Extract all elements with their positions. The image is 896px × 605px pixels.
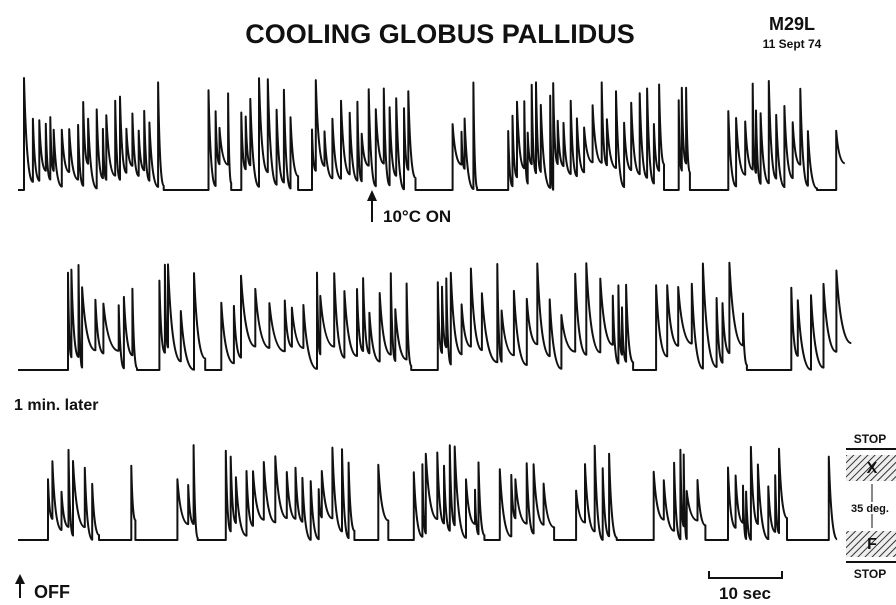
recording-trace [18,77,846,191]
annotation-on: 10°C ON [383,207,451,226]
upper-label: X [867,460,878,477]
range-label: 35 deg. [851,503,889,515]
stop-bottom: STOP [854,567,886,581]
annotation-interval: 1 min. later [14,397,98,414]
arrow-head [15,574,25,584]
recording-trace [18,261,852,371]
annotation-off: OFF [34,582,70,602]
scale-box: STOP X 35 deg. F STOP [846,432,896,581]
traces [18,77,852,541]
recording-trace [18,444,838,541]
subject: M29L [769,14,815,34]
hatched-zone [846,531,896,557]
date: 11 Sept 74 [763,37,822,51]
scale-label: 10 sec [719,584,771,603]
scale-bar [708,571,783,579]
arrow-head [367,190,377,201]
stop-top: STOP [854,432,886,446]
title: COOLING GLOBUS PALLIDUS [245,19,635,49]
lower-label: F [867,536,877,553]
hatched-zone [846,455,896,481]
